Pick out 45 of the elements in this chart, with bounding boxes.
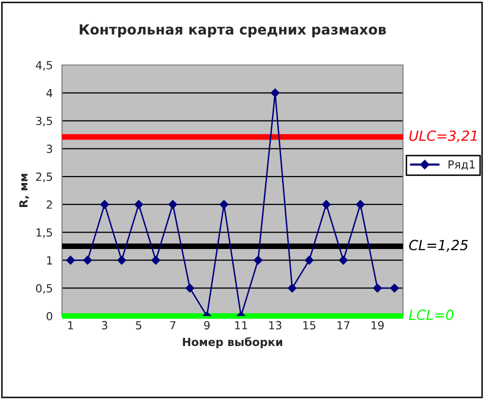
point — [270, 88, 280, 98]
ref-line-label: ULC=3,21 — [409, 130, 477, 142]
x-tick-label: 9 — [204, 321, 210, 330]
legend-label: Ряд1 — [448, 160, 475, 170]
point — [338, 256, 348, 265]
x-tick-label: 13 — [269, 321, 282, 330]
ref-line-label: LCL=0 — [408, 310, 454, 320]
x-tick-label: 1 — [68, 321, 74, 330]
y-tick-label: 0,5 — [36, 284, 52, 294]
y-tick-label: 2 — [46, 200, 52, 209]
x-tick-label: 3 — [102, 321, 108, 330]
point — [304, 256, 314, 265]
y-axis-title: R, мм — [19, 174, 30, 207]
x-tick-label: 11 — [235, 321, 248, 330]
x-tick-label: 17 — [337, 321, 350, 330]
x-tick-label: 7 — [170, 321, 176, 330]
point — [168, 200, 178, 209]
x-tick-label: 5 — [136, 321, 142, 330]
ref-line-label: CL=1,25 — [409, 240, 468, 252]
x-tick-label: 15 — [303, 321, 316, 330]
point — [66, 256, 75, 265]
y-tick-label: 4 — [46, 89, 52, 98]
point — [220, 200, 228, 209]
point — [100, 200, 110, 209]
point — [356, 200, 365, 209]
y-tick-label: 3 — [46, 144, 52, 154]
point — [288, 284, 297, 293]
x-tick-label: 19 — [372, 321, 384, 330]
x-axis-title: Номер выборки — [182, 337, 282, 348]
y-tick-label: 4,5 — [36, 61, 52, 71]
point — [83, 256, 92, 265]
point — [151, 256, 160, 265]
point — [134, 200, 144, 209]
y-tick-label: 3,5 — [36, 116, 52, 126]
point — [390, 284, 399, 293]
point — [372, 284, 382, 293]
y-tick-label: 0 — [46, 312, 52, 320]
y-tick-label: 1,5 — [36, 228, 52, 238]
chart-title: Контрольная карта средних размахов — [80, 24, 386, 38]
point — [254, 256, 263, 265]
point — [322, 200, 331, 209]
point — [185, 284, 194, 293]
y-tick-label: 2,5 — [36, 172, 52, 182]
point — [117, 256, 126, 265]
y-tick-label: 1 — [47, 256, 52, 264]
